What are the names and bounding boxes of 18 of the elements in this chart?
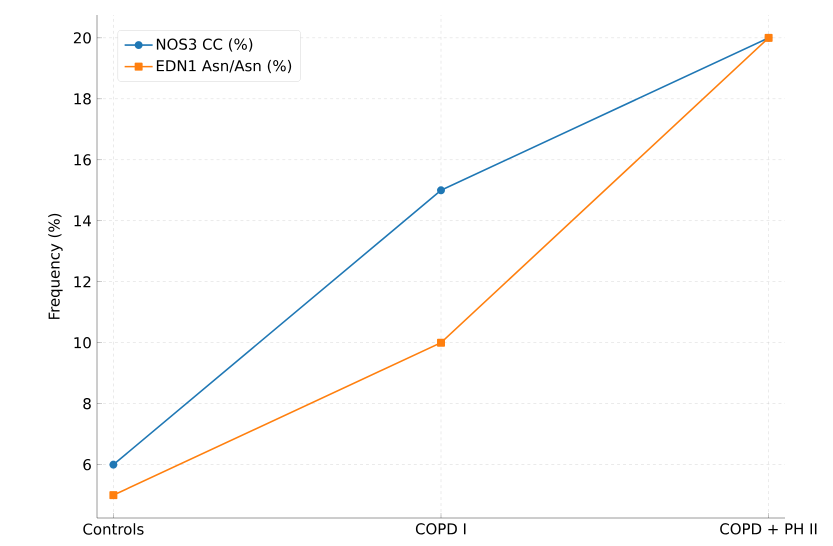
legend-label: EDN1 Asn/Asn (%) xyxy=(156,60,292,74)
y-tick-label: 12 xyxy=(74,276,90,288)
y-tick-label: 10 xyxy=(74,337,91,348)
legend-label: NOS3 CC (%) xyxy=(156,38,252,52)
y-tick-label: 18 xyxy=(74,93,91,104)
point xyxy=(437,338,445,347)
y-axis-title: Frequency (%) xyxy=(48,214,63,319)
point xyxy=(437,186,445,194)
point xyxy=(109,491,118,500)
x-tick-label: Controls xyxy=(83,523,144,535)
y-tick-label: 16 xyxy=(74,154,91,166)
y-tick-label: 14 xyxy=(74,215,91,226)
y-tick-label: 6 xyxy=(83,458,91,470)
x-tick-label: COPD I xyxy=(416,523,466,534)
point xyxy=(109,460,118,469)
y-tick-label: 8 xyxy=(83,398,91,410)
y-tick-label: 20 xyxy=(74,32,91,44)
x-tick-label: COPD + PH II xyxy=(720,523,816,534)
